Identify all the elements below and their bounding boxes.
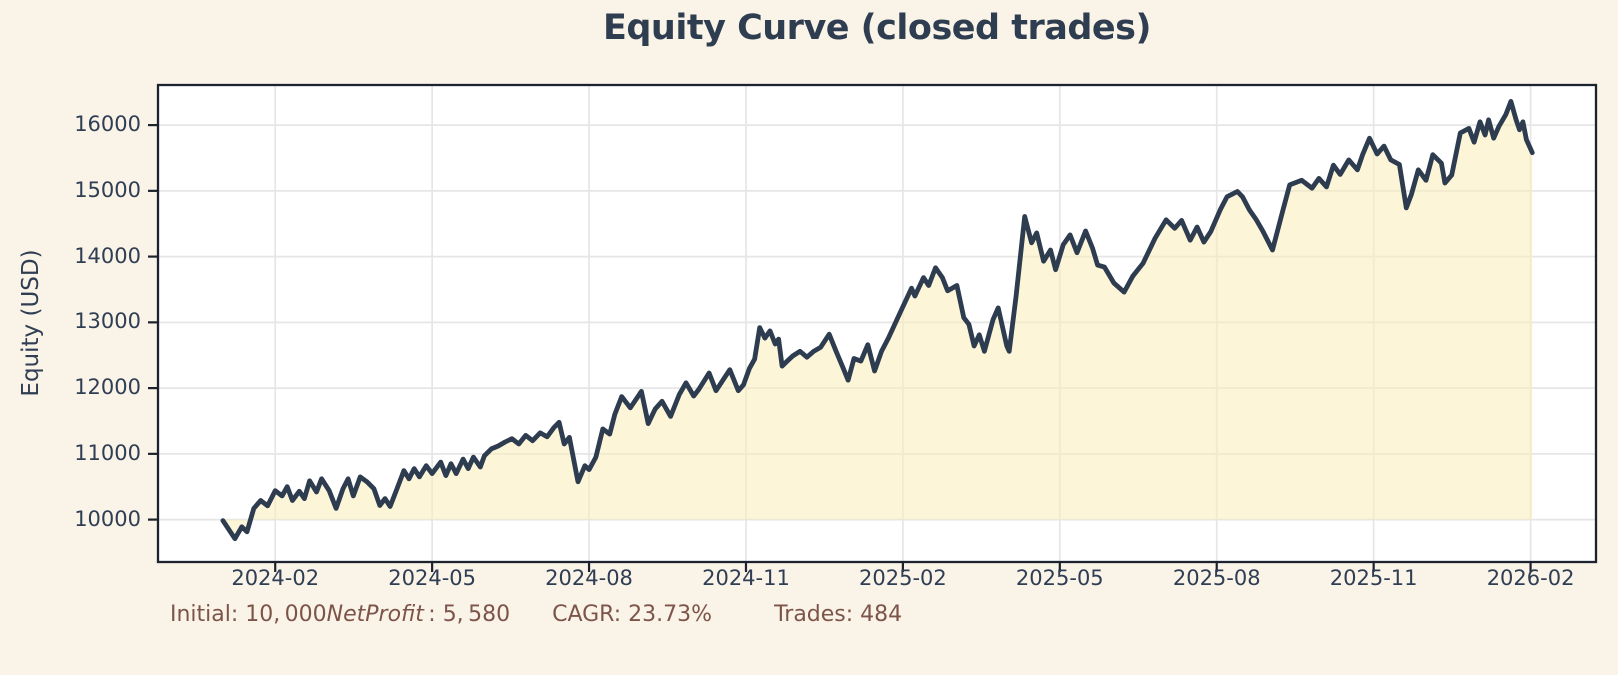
x-tick-label: 2025-05 <box>1015 566 1104 590</box>
chart-title: Equity Curve (closed trades) <box>602 8 1152 48</box>
x-tick-label: 2024-08 <box>545 566 633 590</box>
net-profit-label-mathtext: NetProfit <box>326 602 424 627</box>
initial-capital-text: Initial: 10, 000 <box>170 602 327 627</box>
y-tick-label: 13000 <box>74 309 141 334</box>
equity-line <box>220 99 1535 542</box>
y-tick-label: 12000 <box>74 375 141 400</box>
x-tick-label: 2024-02 <box>231 566 320 590</box>
plot-area <box>148 83 1598 572</box>
x-tick-label: 2025-11 <box>1329 566 1418 590</box>
y-tick-label: 14000 <box>74 243 141 268</box>
cagr-text: CAGR: 23.73% <box>552 602 713 627</box>
y-tick-label: 16000 <box>74 112 141 137</box>
x-tick-label: 2024-11 <box>702 566 790 590</box>
x-tick-label: 2024-05 <box>388 566 476 590</box>
x-tick-label: 2026-02 <box>1486 566 1575 590</box>
y-tick-label: 11000 <box>74 440 141 465</box>
stats-footer: Initial: 10, 000NetProfit : 5, 580 CAGR: … <box>170 602 902 627</box>
axes-spines <box>156 83 1598 564</box>
y-tick-label: 15000 <box>74 177 141 202</box>
x-tick-label: 2025-02 <box>859 566 947 590</box>
trades-count-text: Trades: 484 <box>774 602 903 627</box>
equity-area-fill <box>222 101 1533 539</box>
equity-chart-canvas <box>148 83 1598 572</box>
x-tick-label: 2025-08 <box>1172 566 1261 590</box>
y-tick-label: 10000 <box>74 506 141 531</box>
net-profit-value: : 5, 580 <box>423 602 511 627</box>
